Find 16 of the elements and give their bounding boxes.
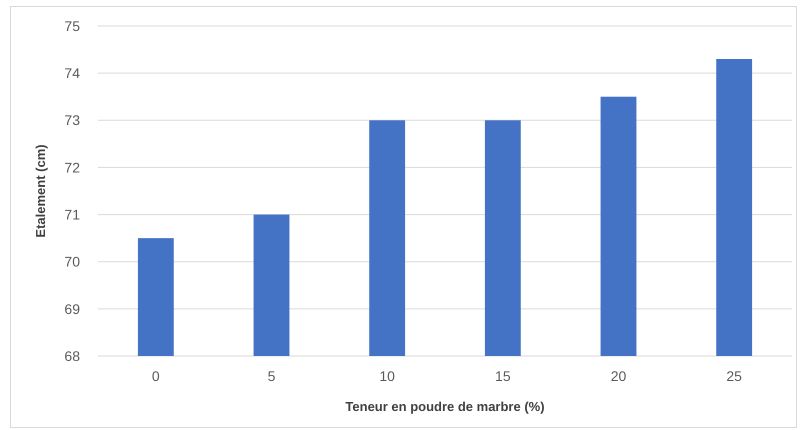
x-tick-label: 20 [610,368,626,384]
x-tick-label: 25 [726,368,742,384]
x-tick-label: 15 [495,368,511,384]
y-axis-title: Etalement (cm) [33,144,48,238]
x-tick-label: 10 [379,368,396,384]
y-tick-label: 68 [64,348,80,364]
y-tick-label: 75 [64,18,80,34]
y-tick-label: 69 [64,300,80,317]
y-tick-label: 72 [64,159,80,176]
x-tick-label: 5 [268,368,276,384]
y-tick-label: 74 [64,65,80,82]
x-tick-label: 0 [152,368,160,384]
y-tick-label: 70 [64,254,80,270]
x-axis-title: Teneur en poudre de marbre (%) [345,399,545,414]
y-tick-label: 71 [64,206,80,222]
y-tick-label: 73 [64,112,80,128]
